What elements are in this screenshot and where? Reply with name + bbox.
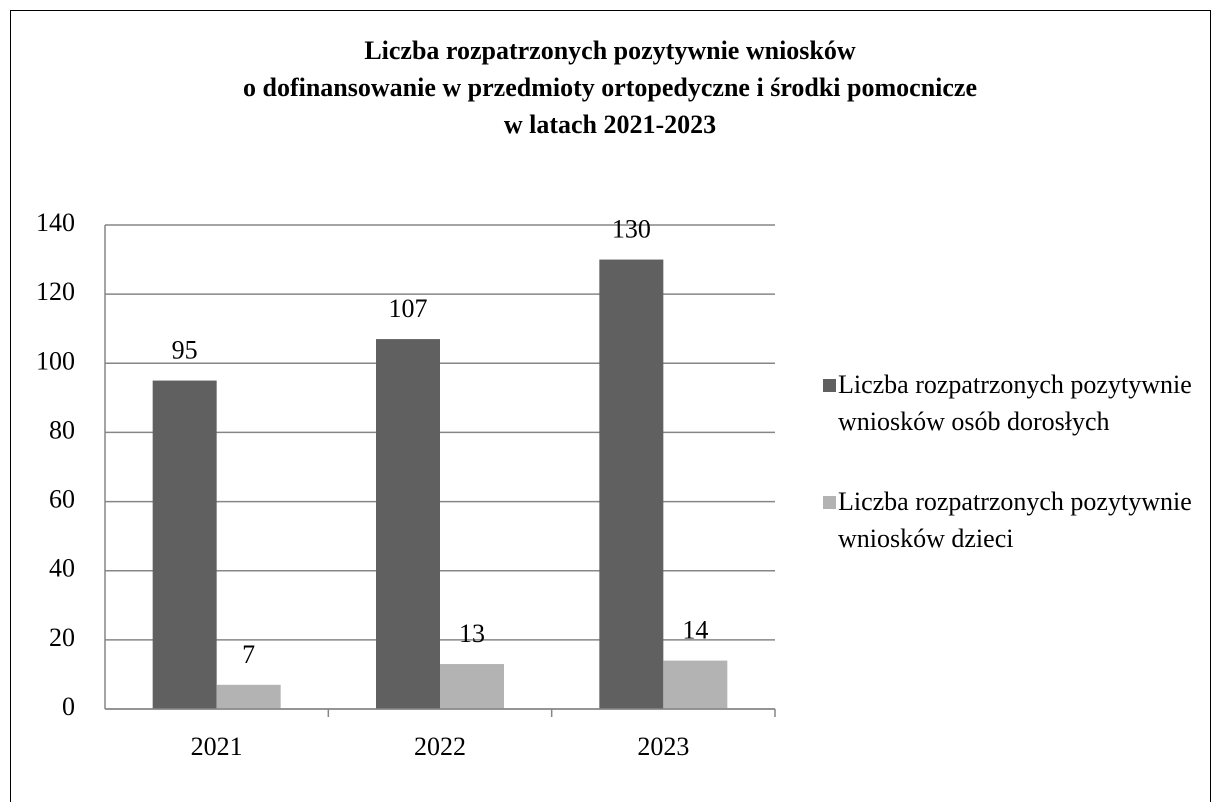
x-tick-label: 2023: [637, 732, 689, 761]
y-tick-label: 140: [36, 208, 75, 237]
y-tick-label: 120: [36, 277, 75, 306]
legend-swatch: [823, 496, 836, 509]
data-label: 107: [389, 294, 428, 323]
y-tick-label: 100: [36, 346, 75, 375]
bar: [663, 660, 728, 709]
data-label: 13: [459, 619, 485, 648]
bar: [376, 339, 440, 709]
data-label: 95: [172, 336, 198, 365]
chart-border: [10, 10, 1211, 802]
bar: [152, 380, 217, 709]
legend-swatch: [823, 379, 836, 392]
legend-label: Liczba rozpatrzonych pozytywnie wniosków…: [838, 487, 1192, 553]
y-tick-label: 0: [62, 692, 75, 721]
data-label: 14: [682, 616, 708, 645]
y-tick-label: 40: [49, 554, 75, 583]
data-label: 130: [612, 215, 651, 244]
legend-label: Liczba rozpatrzonych pozytywnie wniosków…: [838, 370, 1192, 436]
y-tick-label: 20: [49, 623, 75, 652]
x-tick-label: 2022: [414, 732, 466, 761]
bar: [216, 684, 281, 709]
chart-title: Liczba rozpatrzonych pozytywnie wniosków…: [243, 36, 977, 139]
data-label: 7: [242, 640, 255, 669]
y-tick-label: 60: [49, 485, 75, 514]
bar: [599, 259, 664, 709]
y-tick-label: 80: [49, 415, 75, 444]
bar: [440, 664, 504, 709]
x-tick-label: 2021: [191, 732, 243, 761]
